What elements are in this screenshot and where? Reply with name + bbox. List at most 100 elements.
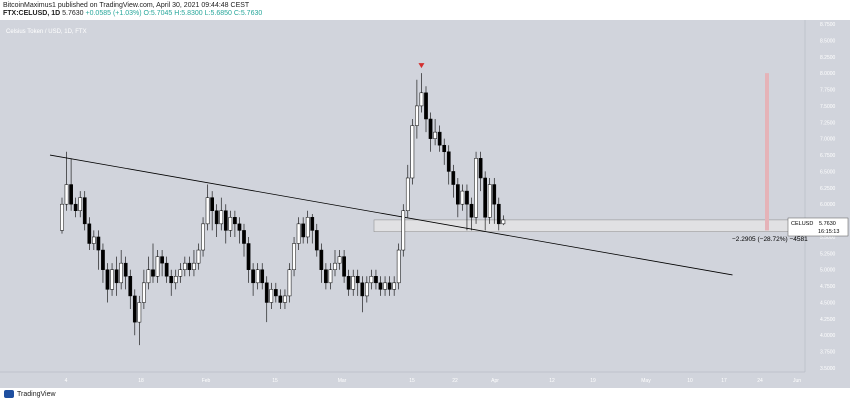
open-value: O:5.7045	[143, 10, 173, 17]
candle-body	[146, 269, 151, 284]
price-change: +0.0585 (+1.03%)	[85, 10, 142, 17]
candle-body	[292, 243, 296, 270]
price-tick-label: 7.2500	[820, 120, 836, 126]
price-chart[interactable]: Celsius Token / USD, 1D, FTX 3.5000 3.750…	[0, 20, 850, 388]
candle-body	[319, 249, 324, 270]
candle-body	[369, 276, 374, 284]
candle-body	[451, 171, 456, 185]
candle-body	[437, 131, 442, 146]
last-price: 5.7630	[62, 10, 84, 17]
candle-body	[433, 131, 437, 139]
candle-body	[114, 269, 119, 284]
candle-body	[60, 203, 64, 231]
support-zone-group	[373, 219, 806, 232]
tradingview-logo[interactable]: TradingView	[4, 390, 56, 398]
time-tick-label: 4	[65, 378, 68, 384]
candle-body	[173, 276, 178, 284]
low-value: L:5.6850	[204, 10, 232, 17]
candle-body	[278, 295, 283, 303]
high-value: H:5.8300	[174, 10, 203, 17]
candle-body	[164, 262, 169, 277]
price-tag-price: 5.7630	[819, 221, 836, 227]
candle-body	[465, 190, 469, 205]
candle-body	[110, 269, 114, 290]
candle-body	[415, 105, 419, 126]
candle-body	[255, 269, 260, 284]
candle-body	[123, 262, 128, 277]
chart-title: Celsius Token / USD, 1D, FTX	[6, 29, 87, 35]
candle-body	[383, 282, 387, 290]
candle-body	[287, 269, 292, 297]
candle-body	[142, 282, 146, 303]
candle-body	[428, 118, 433, 139]
candle-body	[396, 249, 401, 284]
candle-body	[228, 217, 233, 231]
price-tick-label: 4.0000	[820, 333, 836, 339]
candle-body	[487, 184, 492, 218]
candle-body	[387, 282, 392, 290]
time-tick-label: 24	[757, 378, 763, 384]
candle-body	[264, 282, 269, 303]
symbol-text: FTX:CELUSD, 1D	[3, 10, 61, 17]
time-tick-label: 22	[452, 378, 458, 384]
candle-body	[365, 282, 369, 297]
candle-body	[419, 92, 424, 107]
candle-body	[401, 210, 406, 251]
candle-body	[342, 256, 346, 277]
price-tick-label: 4.5000	[820, 300, 836, 306]
candle-body	[105, 269, 110, 290]
candle-body	[351, 276, 356, 290]
candle-body	[310, 217, 315, 231]
candle-body	[187, 262, 192, 270]
price-tick-label: 3.7500	[820, 350, 836, 356]
candle-body	[478, 158, 483, 179]
candle-body	[483, 177, 487, 218]
candle-body	[492, 184, 497, 205]
candle-body	[501, 219, 506, 225]
price-tick-label: 3.5000	[820, 366, 836, 372]
candle-body	[269, 289, 274, 303]
price-tag-box	[787, 217, 849, 237]
trendline-group	[49, 154, 733, 276]
candle-body	[456, 184, 460, 205]
close-value: C:5.7630	[233, 10, 263, 17]
candle-body	[78, 197, 83, 211]
price-tag: CELUSD 5.7630 16:15:13	[787, 217, 849, 237]
price-tick-label: 5.2500	[820, 251, 836, 257]
time-tick-label: Jun	[793, 378, 801, 384]
price-axis-background	[805, 20, 850, 372]
candle-body	[283, 295, 287, 303]
plot-background	[0, 20, 805, 372]
candle-body	[274, 289, 278, 297]
candle-body	[328, 269, 333, 284]
candle-body	[183, 262, 187, 270]
price-tick-label: 4.7500	[820, 284, 836, 290]
time-tick-label: 15	[272, 378, 278, 384]
time-tick-label: Apr	[491, 378, 499, 384]
candle-body	[119, 262, 124, 284]
candle-body	[296, 223, 301, 244]
candle-body	[378, 282, 383, 290]
peak-arrow-icon	[418, 63, 425, 69]
price-tick-label: 6.5000	[820, 169, 836, 175]
candle-body	[392, 282, 396, 290]
time-tick-label: 10	[687, 378, 693, 384]
price-tick-label: 8.7500	[820, 22, 836, 28]
candle-body	[314, 230, 319, 251]
target-bar-marker	[765, 73, 769, 231]
markers-group	[418, 63, 769, 231]
footer: TradingView	[0, 388, 850, 403]
price-tick-label: 6.2500	[820, 186, 836, 192]
candle-body	[233, 217, 237, 225]
candle-body	[442, 144, 447, 153]
candle-body	[151, 269, 155, 277]
price-tick-label: 4.2500	[820, 317, 836, 323]
time-tick-label: 18	[138, 378, 144, 384]
candle-body	[469, 203, 474, 218]
candle-body	[251, 269, 255, 284]
candle-body	[69, 184, 73, 205]
candle-body	[132, 295, 137, 323]
price-tick-label: 8.2500	[820, 55, 836, 61]
candle-body	[337, 256, 342, 264]
candle-body	[82, 197, 87, 225]
